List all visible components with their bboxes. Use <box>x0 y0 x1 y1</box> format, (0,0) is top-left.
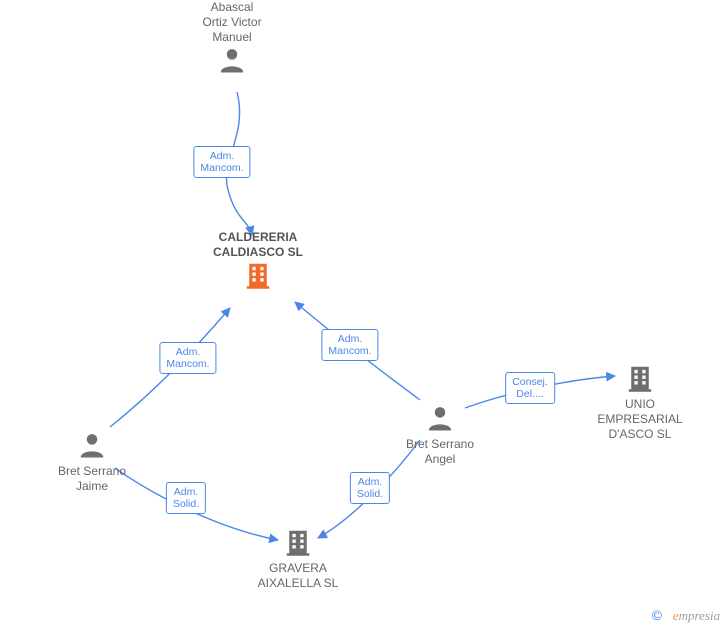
node-angel[interactable]: Bret Serrano Angel <box>380 403 500 467</box>
person-icon <box>217 64 247 78</box>
building-icon <box>243 279 273 293</box>
node-label: UNIO EMPRESARIAL D'ASCO SL <box>580 397 700 442</box>
node-gravera[interactable]: GRAVERA AIXALELLA SL <box>238 527 358 591</box>
edge-label-e4: Adm. Mancom. <box>321 329 378 361</box>
diagram-canvas: Abascal Ortiz Victor Manuel CALDERERIA C… <box>0 0 728 630</box>
node-caldereria[interactable]: CALDERERIA CALDIASCO SL <box>198 230 318 294</box>
node-abascal[interactable]: Abascal Ortiz Victor Manuel <box>172 0 292 79</box>
edges-layer <box>0 0 728 630</box>
node-label: CALDERERIA CALDIASCO SL <box>198 230 318 260</box>
node-label: Abascal Ortiz Victor Manuel <box>172 0 292 45</box>
node-unio[interactable]: UNIO EMPRESARIAL D'ASCO SL <box>580 363 700 442</box>
person-icon <box>77 449 107 463</box>
node-label: Bret Serrano Angel <box>380 437 500 467</box>
node-label: GRAVERA AIXALELLA SL <box>238 561 358 591</box>
brand-rest: mpresia <box>679 608 720 623</box>
edge-label-e1: Adm. Mancom. <box>193 146 250 178</box>
building-icon <box>283 546 313 560</box>
building-icon <box>625 382 655 396</box>
footer-credit: © empresia <box>652 607 720 624</box>
edge-label-e3: Adm. Solid. <box>166 482 206 514</box>
person-icon <box>425 422 455 436</box>
copyright-symbol: © <box>652 607 662 623</box>
node-label: Bret Serrano Jaime <box>32 464 152 494</box>
edge-label-e2: Adm. Mancom. <box>159 342 216 374</box>
node-jaime[interactable]: Bret Serrano Jaime <box>32 430 152 494</box>
edge-label-e6: Consej. Del.... <box>505 372 555 404</box>
edge-label-e5: Adm. Solid. <box>350 472 390 504</box>
